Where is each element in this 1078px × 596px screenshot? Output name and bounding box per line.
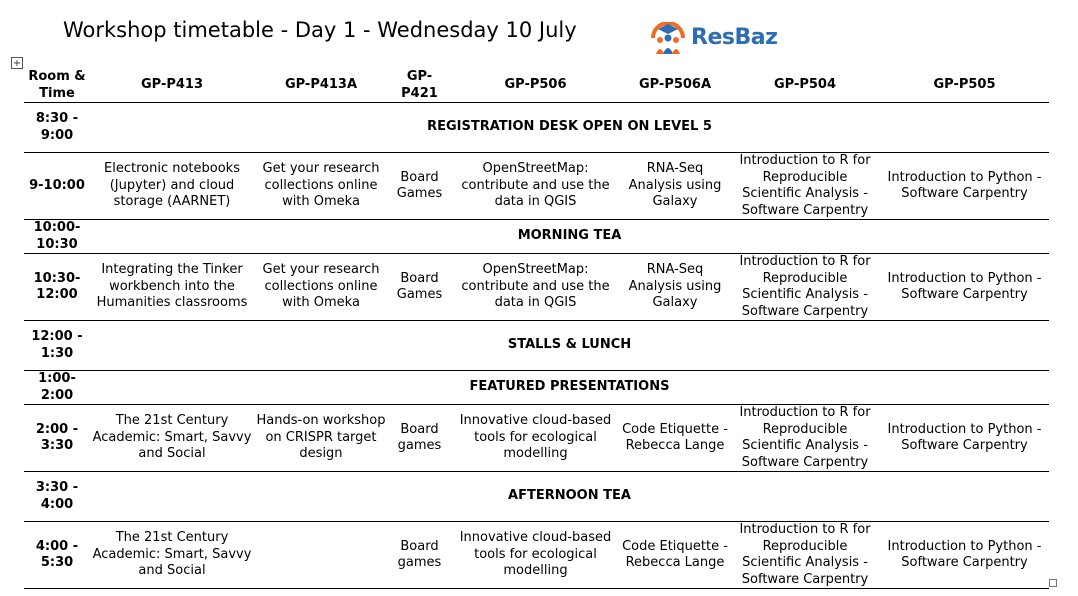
session-cell: Board games <box>397 538 442 571</box>
break-cell: FEATURED PRESENTATIONS <box>469 379 670 395</box>
session-cell: Electronic notebooks (Jupyter) and cloud… <box>104 161 240 210</box>
break-cell: MORNING TEA <box>517 228 622 244</box>
table-row: 9-10:00 Electronic notebooks (Jupyter) a… <box>24 153 1049 220</box>
resbaz-logo: ResBaz <box>647 22 782 56</box>
session-cell: Innovative cloud-based tools for ecologi… <box>459 413 612 462</box>
session-cell: Code Etiquette - Rebecca Lange <box>622 538 728 571</box>
session-cell: Code Etiquette - Rebecca Lange <box>622 421 728 454</box>
table-row: 8:30 - 9:00 REGISTRATION DESK OPEN ON LE… <box>24 103 1049 153</box>
session-cell: OpenStreetMap: contribute and use the da… <box>461 262 610 311</box>
session-cell: Integrating the Tinker workbench into th… <box>96 262 248 311</box>
session-cell: Board Games <box>396 270 443 303</box>
header-room-time: Room & Time <box>28 69 86 101</box>
break-cell: STALLS & LUNCH <box>507 337 632 353</box>
header-gp-p505: GP-P505 <box>933 77 996 93</box>
time-cell: 12:00 - 1:30 <box>31 329 83 361</box>
session-cell: The 21st Century Academic: Smart, Savvy … <box>92 530 252 579</box>
table-row: 4:00 - 5:30 The 21st Century Academic: S… <box>24 522 1049 589</box>
session-cell: Introduction to Python - Software Carpen… <box>887 270 1042 303</box>
time-cell: 8:30 - 9:00 <box>35 111 79 143</box>
table-row: 1:00-2:00 FEATURED PRESENTATIONS <box>24 371 1049 405</box>
header-gp-p506a: GP-P506A <box>638 77 712 93</box>
break-cell: REGISTRATION DESK OPEN ON LEVEL 5 <box>427 119 712 135</box>
session-cell: OpenStreetMap: contribute and use the da… <box>461 161 610 210</box>
header-gp-p504: GP-P504 <box>773 77 837 93</box>
session-cell: Introduction to Python - Software Carpen… <box>887 169 1042 202</box>
session-cell: Board games <box>397 421 442 454</box>
table-row: 2:00 - 3:30 The 21st Century Academic: S… <box>24 405 1049 472</box>
graduate-people-icon <box>651 22 685 54</box>
timetable: Room & Time GP-P413 GP-P413A GP-P421 GP-… <box>24 69 1049 589</box>
table-row: 10:00-10:30 MORNING TEA <box>24 220 1049 254</box>
time-cell: 2:00 - 3:30 <box>35 421 79 454</box>
session-cell: Introduction to Python - Software Carpen… <box>887 538 1042 571</box>
time-cell: 10:30-12:00 <box>33 270 81 303</box>
header-gp-p506: GP-P506 <box>504 77 567 93</box>
header-row: Room & Time GP-P413 GP-P413A GP-P421 GP-… <box>24 69 1049 103</box>
header-gp-p413a: GP-P413A <box>284 77 358 93</box>
header-gp-p421: GP-P421 <box>401 69 438 101</box>
table-row: 12:00 - 1:30 STALLS & LUNCH <box>24 321 1049 371</box>
time-cell: 4:00 - 5:30 <box>35 538 79 571</box>
session-cell: Board Games <box>396 169 443 202</box>
session-cell: Get your research collections online wit… <box>262 161 380 210</box>
session-cell: RNA-Seq Analysis using Galaxy <box>628 262 722 311</box>
session-cell: Introduction to R for Reproducible Scien… <box>739 522 871 587</box>
session-cell: Hands-on workshop on CRISPR target desig… <box>256 413 386 462</box>
page-title: Workshop timetable - Day 1 - Wednesday 1… <box>63 18 577 42</box>
session-cell <box>254 522 388 589</box>
session-cell: Introduction to R for Reproducible Scien… <box>739 254 871 319</box>
header-gp-p413: GP-P413 <box>140 77 204 93</box>
table-move-handle[interactable]: + <box>11 57 23 69</box>
time-cell: 3:30 - 4:00 <box>35 480 79 512</box>
break-cell: AFTERNOON TEA <box>508 488 631 504</box>
session-cell: Innovative cloud-based tools for ecologi… <box>459 530 612 579</box>
time-cell: 1:00-2:00 <box>38 371 76 403</box>
logo-text: ResBaz <box>691 25 778 50</box>
session-cell: Introduction to R for Reproducible Scien… <box>739 153 871 218</box>
session-cell: RNA-Seq Analysis using Galaxy <box>628 161 722 210</box>
session-cell: Introduction to Python - Software Carpen… <box>887 421 1042 454</box>
table-row: 3:30 - 4:00 AFTERNOON TEA <box>24 472 1049 522</box>
session-cell: Get your research collections online wit… <box>262 262 380 311</box>
time-cell: 10:00-10:30 <box>33 220 81 252</box>
session-cell: Introduction to R for Reproducible Scien… <box>739 405 871 470</box>
session-cell: The 21st Century Academic: Smart, Savvy … <box>92 413 252 462</box>
table-resize-handle[interactable] <box>1049 579 1057 587</box>
table-row: 10:30-12:00 Integrating the Tinker workb… <box>24 254 1049 321</box>
time-cell: 9-10:00 <box>29 177 85 193</box>
